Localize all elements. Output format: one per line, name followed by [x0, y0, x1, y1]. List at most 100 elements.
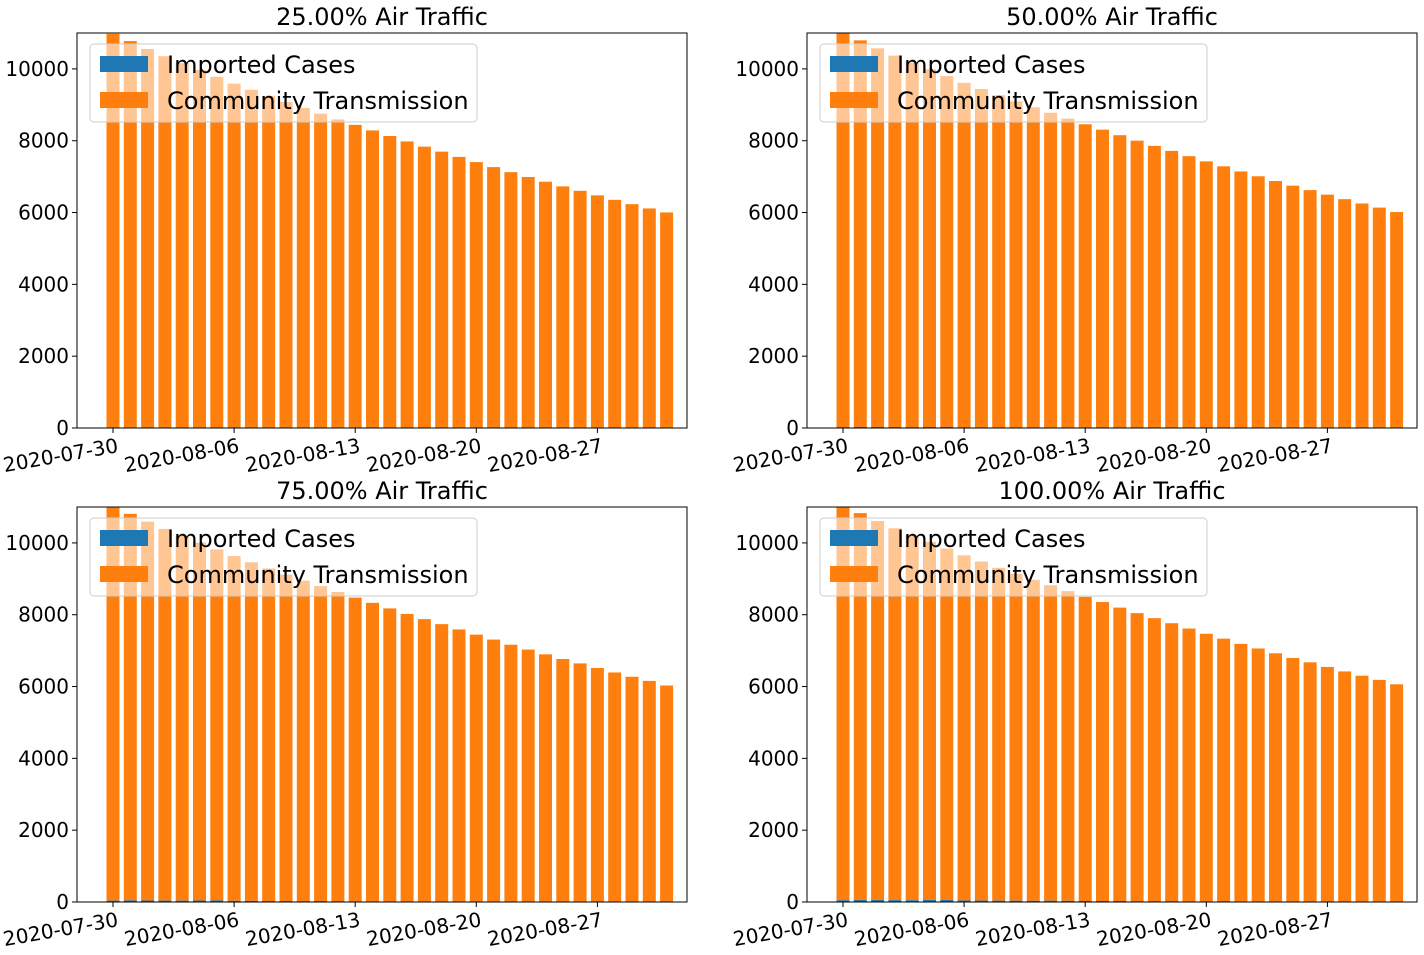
- y-tick-label: 6000: [18, 201, 69, 225]
- bar-community-transmission: [435, 151, 449, 428]
- legend-swatch: [100, 56, 148, 72]
- y-tick-label: 8000: [18, 129, 69, 153]
- y-tick-label: 0: [56, 416, 69, 440]
- bar-community-transmission: [992, 567, 1006, 901]
- legend-label: Community Transmission: [167, 561, 469, 589]
- legend-box: [89, 43, 478, 123]
- y-tick-label: 4000: [748, 272, 799, 296]
- bar-imported-cases: [106, 900, 120, 902]
- bar-community-transmission: [923, 69, 936, 427]
- bar-community-transmission: [469, 162, 483, 428]
- bar-community-transmission: [888, 528, 902, 901]
- y-tick-label: 10000: [735, 531, 799, 555]
- bar-community-transmission: [1044, 112, 1058, 428]
- legend-swatch: [830, 566, 878, 582]
- bar-community-transmission: [314, 586, 328, 902]
- legend: Imported Cases Community Transmission: [819, 43, 1208, 123]
- bar-community-transmission: [974, 89, 988, 428]
- bar-imported-cases: [923, 899, 936, 902]
- legend-box: [819, 43, 1208, 123]
- bar-community-transmission: [123, 513, 137, 901]
- bar-imported-cases: [1009, 900, 1023, 902]
- bar-community-transmission: [608, 199, 622, 428]
- bar-community-transmission: [227, 556, 241, 901]
- bar-community-transmission: [660, 212, 674, 428]
- legend-box: [819, 517, 1208, 597]
- bar-community-transmission: [871, 520, 885, 900]
- y-tick-label: 2000: [18, 344, 69, 368]
- bar-community-transmission: [1303, 662, 1317, 902]
- bars-group: [836, 33, 1404, 428]
- bar-community-transmission: [853, 513, 867, 900]
- y-tick-label: 10000: [735, 57, 799, 81]
- bar-community-transmission: [1078, 124, 1092, 428]
- bar-community-transmission: [193, 70, 206, 428]
- bar-imported-cases: [1061, 900, 1075, 902]
- legend-swatch: [100, 566, 148, 582]
- x-tick-label: 2020-08-13: [973, 907, 1092, 951]
- legend: Imported Cases Community Transmission: [89, 43, 478, 123]
- bar-community-transmission: [539, 654, 552, 902]
- bar-community-transmission: [227, 83, 241, 428]
- y-tick-label: 2000: [748, 818, 799, 842]
- bar-imported-cases: [888, 900, 902, 902]
- bar-community-transmission: [106, 507, 120, 901]
- y-tick-label: 6000: [748, 675, 799, 699]
- bar-community-transmission: [435, 624, 449, 902]
- bar-imported-cases: [974, 900, 988, 902]
- bar-community-transmission: [1061, 591, 1075, 901]
- bar-community-transmission: [417, 146, 431, 428]
- bar-imported-cases: [227, 900, 241, 902]
- bar-community-transmission: [262, 95, 276, 428]
- bar-community-transmission: [1113, 607, 1127, 901]
- bar-community-transmission: [193, 542, 206, 901]
- bar-community-transmission: [521, 176, 535, 428]
- chart-title: 50.00% Air Traffic: [1006, 3, 1218, 31]
- y-tick-label: 8000: [748, 603, 799, 627]
- bar-community-transmission: [1390, 684, 1404, 902]
- bar-community-transmission: [642, 208, 656, 428]
- x-tick-label: 2020-08-20: [1095, 433, 1214, 477]
- bar-imported-cases: [1113, 900, 1127, 902]
- bar-community-transmission: [1165, 150, 1179, 428]
- bar-imported-cases: [836, 900, 850, 902]
- bar-community-transmission: [1269, 653, 1282, 902]
- bar-community-transmission: [504, 172, 518, 428]
- bar-community-transmission: [1026, 579, 1040, 901]
- y-tick-label: 0: [786, 890, 799, 914]
- bars-group: [106, 507, 674, 902]
- bar-imported-cases: [244, 900, 258, 902]
- bar-community-transmission: [262, 568, 276, 902]
- bar-community-transmission: [487, 639, 501, 902]
- x-tick-label: 2020-08-20: [1095, 907, 1214, 951]
- bar-community-transmission: [905, 535, 919, 901]
- bar-community-transmission: [417, 619, 431, 902]
- bar-community-transmission: [1286, 185, 1300, 428]
- bar-community-transmission: [123, 41, 137, 428]
- bar-community-transmission: [331, 591, 345, 902]
- bar-community-transmission: [348, 597, 362, 902]
- bar-imported-cases: [193, 900, 206, 902]
- bar-community-transmission: [348, 124, 362, 428]
- bar-community-transmission: [871, 48, 885, 427]
- legend-label: Community Transmission: [897, 561, 1199, 589]
- bar-community-transmission: [1286, 657, 1300, 902]
- bar-community-transmission: [1372, 207, 1386, 428]
- bar-imported-cases: [940, 426, 954, 428]
- legend-swatch: [830, 530, 878, 546]
- y-tick-label: 8000: [18, 603, 69, 627]
- bar-imported-cases: [1026, 900, 1040, 902]
- bar-community-transmission: [521, 649, 535, 902]
- bars-group: [106, 33, 674, 428]
- bar-imported-cases: [923, 426, 936, 428]
- bar-community-transmission: [1182, 628, 1196, 902]
- bar-community-transmission: [1338, 671, 1352, 902]
- x-tick-label: 2020-08-06: [122, 907, 241, 951]
- bar-community-transmission: [836, 33, 850, 428]
- bar-community-transmission: [590, 195, 604, 428]
- bar-community-transmission: [1182, 156, 1196, 428]
- chart-title: 100.00% Air Traffic: [998, 477, 1225, 505]
